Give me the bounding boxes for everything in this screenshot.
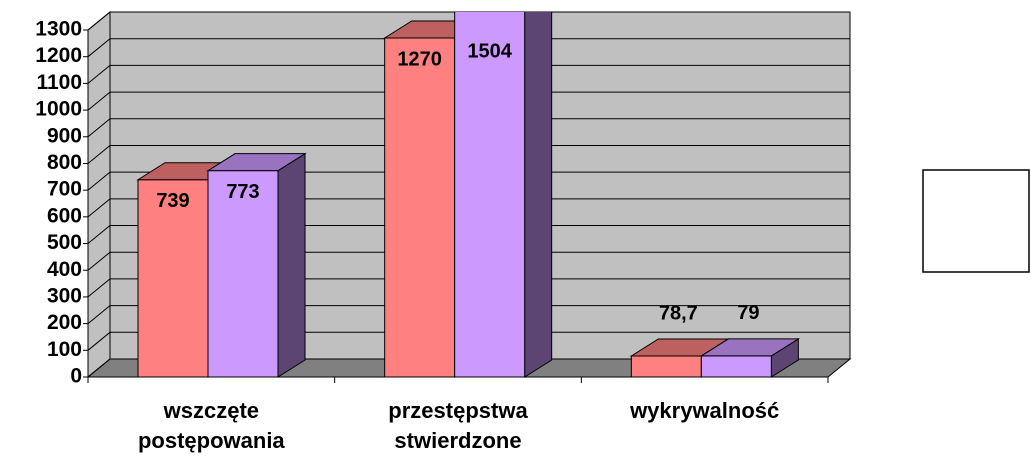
x-tick-label: wszczęte postępowania [138,398,285,453]
bar-side [277,152,306,378]
legend-box [922,169,1030,273]
grid-line [87,225,850,244]
grid-line [87,251,850,271]
grid-line [87,144,850,164]
y-tick-label: 600 [47,204,82,227]
y-tick-label: 800 [47,151,82,174]
grid-line [87,38,850,58]
value-label: 1504 [467,40,512,62]
grid-line [87,11,850,31]
bar-top [206,153,307,172]
bar-side [524,12,553,378]
y-tick-label: 300 [47,284,82,307]
y-tick-label: 500 [47,231,82,254]
y-tick-label: 200 [47,311,82,334]
bar [630,355,702,378]
y-tick-label: 1300 [35,18,82,41]
grid-line [87,118,850,138]
value-label: 739 [156,190,189,212]
value-label: 773 [226,181,259,203]
grid-line [87,331,850,351]
y-tick-label: 1000 [35,98,82,121]
grid-line [87,305,850,325]
y-tick-label: 0 [70,365,82,388]
bar [700,355,772,378]
bar [137,179,209,378]
y-tick-label: 1100 [36,71,82,94]
value-label: 79 [737,302,759,324]
value-label: 78,7 [659,302,698,324]
y-tick-label: 700 [47,178,82,201]
side-wall [87,10,111,379]
y-tick-label: 900 [47,124,82,147]
value-label: 1270 [397,48,442,70]
y-tick-label: 100 [47,338,82,361]
x-tick-label: wykrywalność [629,398,779,423]
bar [454,12,526,378]
grid-line [87,171,850,191]
bar-top [699,338,801,357]
y-tick-label: 1200 [35,44,82,67]
bar [207,170,279,378]
grid-line [87,91,850,111]
x-tick-label: przestępstwa stwierdzone [388,398,528,453]
grid-line [87,278,850,298]
bars [136,12,801,378]
grid-line [87,358,850,378]
bar [384,37,456,378]
grid-line [87,64,850,84]
y-tick-label: 400 [47,258,82,281]
grid-line [87,198,850,218]
